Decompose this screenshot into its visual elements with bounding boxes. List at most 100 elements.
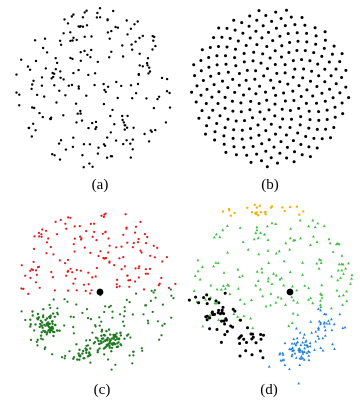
green-point xyxy=(170,316,173,319)
point xyxy=(233,90,237,94)
blue-point xyxy=(301,341,305,344)
green-triangle xyxy=(328,241,332,245)
green-point xyxy=(117,341,120,344)
red-point xyxy=(160,276,163,280)
black-point xyxy=(245,341,248,344)
point xyxy=(278,125,282,129)
green-triangle xyxy=(264,304,268,308)
point xyxy=(109,114,112,118)
point xyxy=(141,34,144,38)
point xyxy=(120,84,123,88)
point xyxy=(34,129,37,132)
point xyxy=(69,31,72,34)
point xyxy=(209,74,213,78)
point xyxy=(72,13,75,16)
blue-point xyxy=(333,347,336,350)
red-point xyxy=(72,282,75,285)
point xyxy=(72,36,75,39)
point xyxy=(273,49,277,53)
point xyxy=(254,69,258,73)
red-point xyxy=(67,216,70,219)
red-point xyxy=(53,289,56,292)
point xyxy=(64,94,67,97)
red-point xyxy=(66,289,70,292)
point xyxy=(304,135,308,138)
point xyxy=(35,93,39,97)
green-triangle xyxy=(296,300,299,304)
point xyxy=(293,23,297,27)
green-triangle xyxy=(313,225,317,229)
yellow-point xyxy=(256,214,260,217)
green-triangle xyxy=(236,267,240,271)
red-point xyxy=(126,241,129,244)
green-point xyxy=(119,331,122,334)
green-triangle xyxy=(201,324,205,328)
point xyxy=(224,54,227,58)
point xyxy=(79,112,82,115)
point xyxy=(264,90,267,94)
green-point xyxy=(86,317,90,320)
green-triangle xyxy=(250,298,253,302)
point xyxy=(52,75,55,79)
point xyxy=(264,14,268,17)
red-point xyxy=(58,259,61,262)
green-triangle xyxy=(289,227,293,230)
black-point xyxy=(223,322,227,326)
red-point xyxy=(20,287,23,290)
point xyxy=(267,30,270,34)
point xyxy=(81,16,85,19)
red-point xyxy=(65,227,68,230)
point xyxy=(121,118,124,122)
red-point xyxy=(51,276,55,279)
green-point xyxy=(116,337,119,340)
green-triangle xyxy=(267,276,270,280)
red-point xyxy=(165,256,168,259)
point xyxy=(97,146,100,149)
green-triangle xyxy=(249,316,252,320)
green-point xyxy=(118,313,122,316)
point xyxy=(312,51,316,55)
green-point xyxy=(56,307,59,310)
blue-point xyxy=(288,367,291,371)
black-point xyxy=(219,340,223,344)
blue-point xyxy=(330,328,334,332)
green-point xyxy=(129,336,132,339)
point xyxy=(215,63,219,67)
green-triangle xyxy=(219,287,223,291)
green-point xyxy=(66,300,69,303)
green-triangle xyxy=(320,283,324,287)
point xyxy=(239,101,243,105)
point xyxy=(283,99,287,103)
green-point xyxy=(54,323,57,327)
point xyxy=(131,138,134,141)
green-triangle xyxy=(269,292,273,295)
red-point xyxy=(100,214,103,217)
green-point xyxy=(123,310,126,313)
green-point xyxy=(20,310,23,313)
green-point xyxy=(34,323,37,326)
black-point xyxy=(223,291,227,295)
black-point xyxy=(246,326,249,330)
point xyxy=(215,54,219,58)
point xyxy=(240,137,244,141)
point xyxy=(323,99,327,103)
green-point xyxy=(99,340,103,343)
point xyxy=(265,45,269,48)
green-triangle xyxy=(301,273,304,276)
green-point xyxy=(48,331,52,334)
point xyxy=(261,24,265,28)
red-point xyxy=(134,280,137,283)
point xyxy=(154,128,157,132)
point xyxy=(260,36,264,40)
green-triangle xyxy=(290,321,294,324)
red-point xyxy=(146,235,149,239)
point xyxy=(70,15,73,18)
green-triangle xyxy=(228,292,232,296)
point xyxy=(220,35,224,39)
point xyxy=(153,35,156,39)
red-point xyxy=(45,252,48,255)
point xyxy=(257,102,261,105)
point xyxy=(96,11,99,15)
point xyxy=(134,40,137,43)
black-point xyxy=(220,308,224,312)
